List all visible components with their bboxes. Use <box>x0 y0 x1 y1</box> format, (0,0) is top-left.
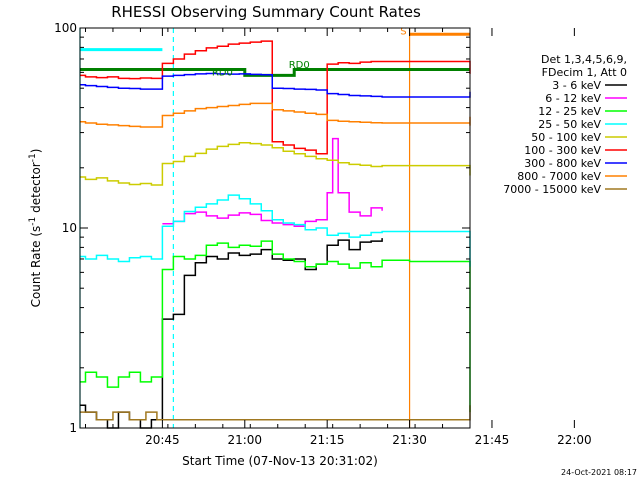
series-line <box>80 72 471 98</box>
x-tick-label: 22:00 <box>557 433 592 447</box>
timestamp: 24-Oct-2021 08:17 <box>561 468 637 477</box>
annotation-label: RD0 <box>289 60 310 71</box>
legend-header: FDecim 1, Att 0 <box>542 66 627 79</box>
x-tick-label: 21:00 <box>227 433 262 447</box>
series-line <box>80 40 471 155</box>
x-axis-label: Start Time (07-Nov-13 20:31:02) <box>182 454 378 468</box>
legend: Det 1,3,4,5,6,9,FDecim 1, Att 03 - 6 keV… <box>503 53 627 196</box>
legend-entry: 6 - 12 keV <box>545 92 601 105</box>
series-line <box>80 141 471 186</box>
y-axis-label-mid: detector <box>29 162 43 217</box>
y-tick-label: 10 <box>62 221 77 235</box>
legend-entry: 300 - 800 keV <box>524 157 601 170</box>
legend-entry: 800 - 7000 keV <box>517 170 601 183</box>
series-line <box>80 194 471 267</box>
y-axis-ticks: 1 10 100 <box>54 21 470 435</box>
legend-entry: 7000 - 15000 keV <box>503 183 601 196</box>
annotation-label: RD0 <box>212 67 233 78</box>
legend-entry: 100 - 300 keV <box>524 144 601 157</box>
y-axis-label-sup2: -1 <box>28 153 38 162</box>
legend-entry: 12 - 25 keV <box>538 105 601 118</box>
y-axis-label-end: ) <box>29 149 43 154</box>
x-tick-label: 21:30 <box>392 433 427 447</box>
x-tick-label: 21:45 <box>475 433 510 447</box>
y-tick-label: 1 <box>69 421 77 435</box>
annotation-label: S <box>400 26 406 37</box>
y-axis-label-sup: -1 <box>28 217 38 226</box>
y-axis-label-main: Count Rate (s <box>29 226 43 308</box>
y-tick-label: 100 <box>54 21 77 35</box>
chart-title: RHESSI Observing Summary Count Rates <box>111 3 421 21</box>
legend-entry: 3 - 6 keV <box>552 79 601 92</box>
legend-entry: 25 - 50 keV <box>538 118 601 131</box>
legend-entry: 50 - 100 keV <box>531 131 601 144</box>
series-lines <box>80 40 471 429</box>
series-line <box>80 102 471 128</box>
x-tick-label: 21:15 <box>310 433 345 447</box>
x-tick-label: 20:45 <box>145 433 180 447</box>
x-axis-ticks: 20:45 21:00 21:15 21:30 21:45 22:00 <box>84 28 592 447</box>
annotations: RD0 RD0 S <box>212 26 407 78</box>
y-axis-label: Count Rate (s-1 detector-1) <box>28 149 43 308</box>
series-line <box>80 240 471 413</box>
legend-header: Det 1,3,4,5,6,9, <box>541 53 627 66</box>
